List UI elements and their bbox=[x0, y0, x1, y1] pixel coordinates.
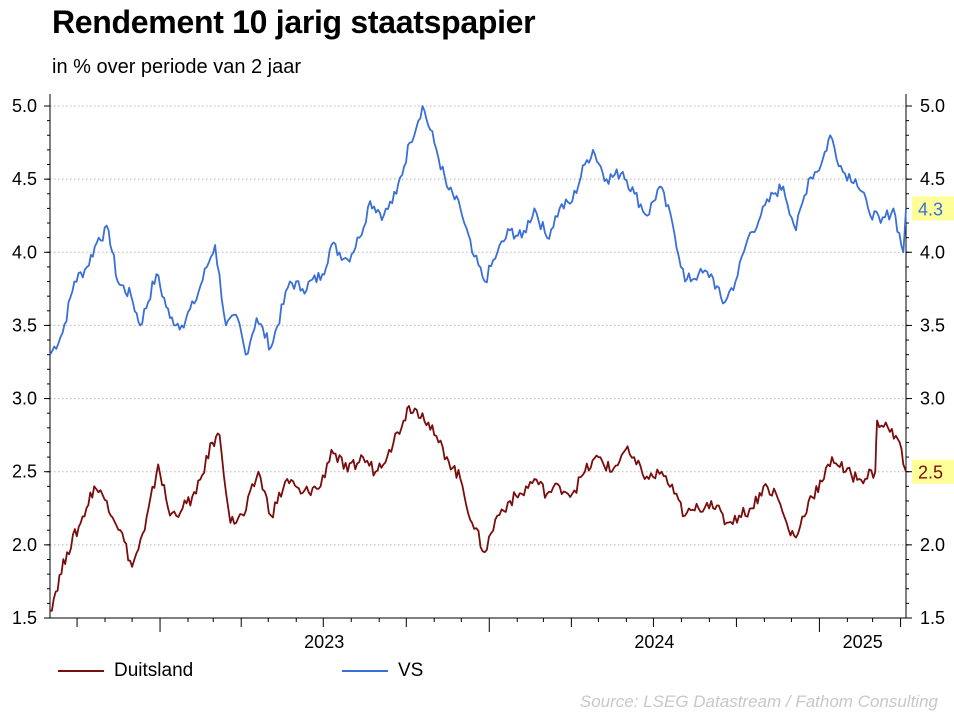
source-note: Source: LSEG Datastream / Fathom Consult… bbox=[579, 692, 938, 711]
chart-legend: Duitsland VS bbox=[0, 660, 954, 686]
y-tick-label-right: 3.5 bbox=[920, 315, 945, 335]
legend-item-vs: VS bbox=[342, 660, 423, 682]
y-tick-label-left: 2.5 bbox=[12, 462, 37, 482]
chart-title: Rendement 10 jarig staatspapier bbox=[52, 4, 536, 40]
end-label-bg bbox=[912, 459, 954, 484]
y-tick-label-right: 5.0 bbox=[920, 96, 945, 116]
end-value-label-duitsland: 2.5 bbox=[918, 463, 943, 483]
x-tick-label: 2023 bbox=[304, 632, 344, 652]
y-tick-label-left: 1.5 bbox=[12, 608, 37, 628]
y-tick-label-right: 4.5 bbox=[920, 169, 945, 189]
legend-swatch-vs bbox=[342, 670, 388, 672]
y-tick-label-left: 4.5 bbox=[12, 169, 37, 189]
y-tick-label-left: 3.5 bbox=[12, 315, 37, 335]
y-tick-label-right: 4.0 bbox=[920, 242, 945, 262]
legend-item-duitsland: Duitsland bbox=[58, 660, 193, 682]
y-tick-label-left: 4.0 bbox=[12, 242, 37, 262]
y-tick-label-right: 1.5 bbox=[920, 608, 945, 628]
end-label-bg bbox=[912, 196, 954, 221]
chart-subtitle: in % over periode van 2 jaar bbox=[52, 56, 302, 78]
legend-label-duitsland: Duitsland bbox=[114, 660, 194, 681]
y-tick-label-right: 3.0 bbox=[920, 389, 945, 409]
y-tick-label-right: 2.0 bbox=[920, 535, 945, 555]
x-tick-label: 2024 bbox=[634, 632, 674, 652]
series-line-duitsland bbox=[50, 405, 907, 612]
end-value-label-vs: 4.3 bbox=[918, 199, 943, 219]
legend-label-vs: VS bbox=[398, 660, 424, 681]
y-tick-label-left: 5.0 bbox=[12, 96, 37, 116]
y-tick-label-left: 3.0 bbox=[12, 389, 37, 409]
series-line-vs bbox=[49, 105, 907, 356]
legend-swatch-duitsland bbox=[58, 670, 104, 672]
y-tick-label-left: 2.0 bbox=[12, 535, 37, 555]
x-tick-label: 2025 bbox=[843, 632, 883, 652]
